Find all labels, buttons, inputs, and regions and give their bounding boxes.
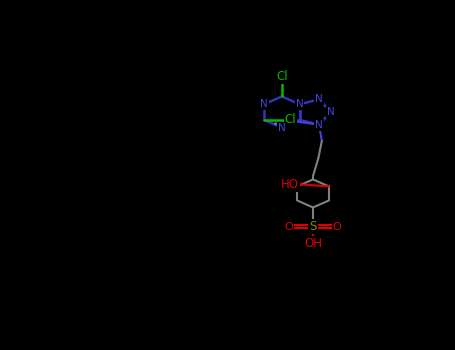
Text: Cl: Cl: [276, 70, 288, 83]
Text: N: N: [327, 107, 335, 117]
Text: N: N: [315, 120, 323, 130]
Text: Cl: Cl: [285, 113, 296, 126]
Text: O: O: [333, 222, 341, 232]
Text: N: N: [278, 123, 286, 133]
Text: O: O: [285, 222, 293, 232]
Text: N: N: [260, 99, 268, 109]
Text: S: S: [309, 220, 317, 233]
Text: HO: HO: [281, 178, 299, 191]
Text: OH: OH: [304, 237, 322, 250]
Text: N: N: [296, 99, 303, 109]
Text: N: N: [315, 94, 323, 104]
